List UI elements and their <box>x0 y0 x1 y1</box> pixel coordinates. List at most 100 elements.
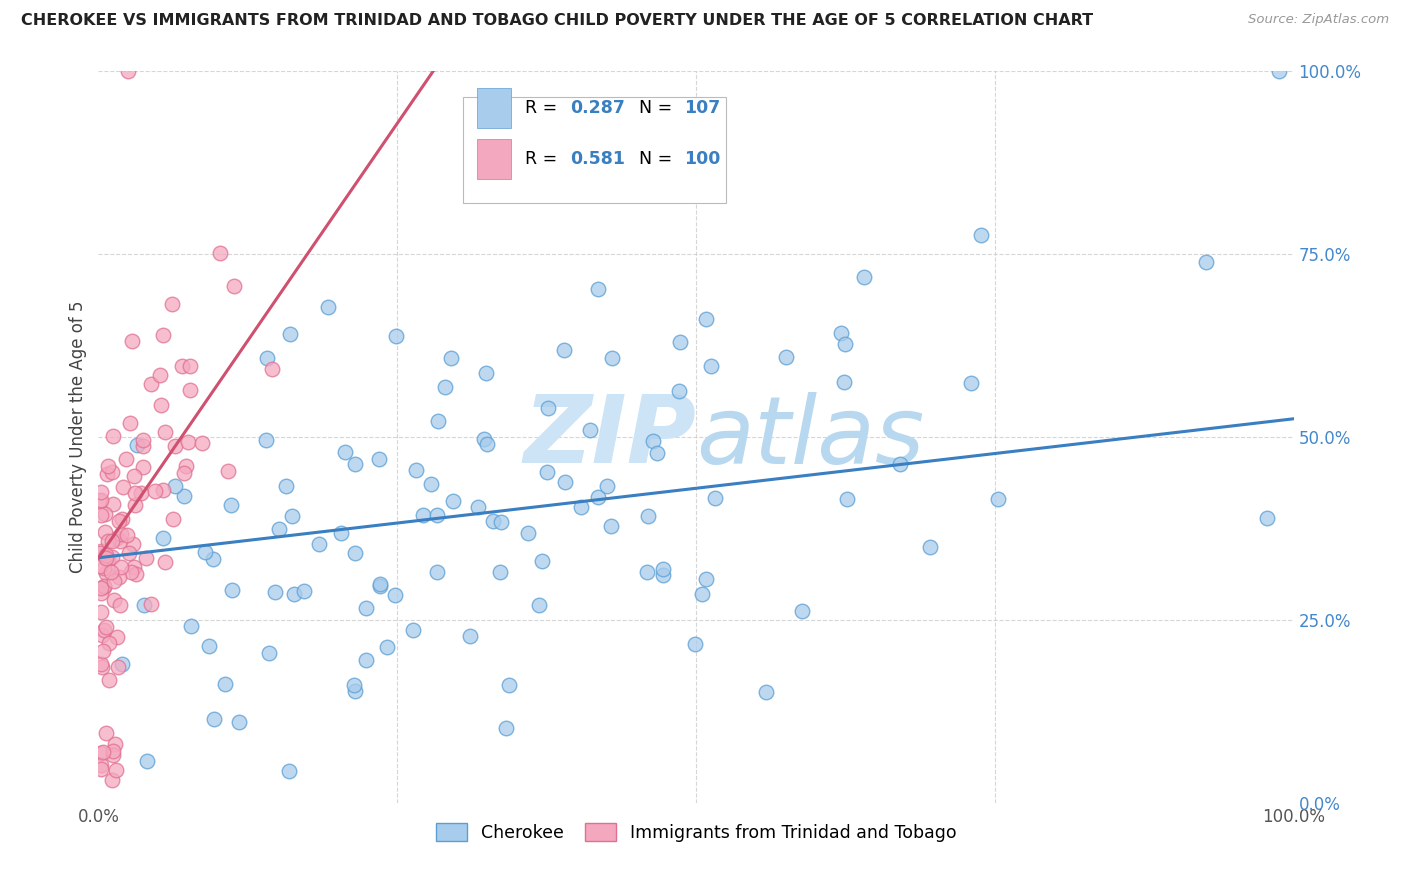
Point <box>173 466 195 480</box>
FancyBboxPatch shape <box>477 87 510 128</box>
Point <box>180 618 202 632</box>
Point <box>165 479 187 493</box>
Point <box>108 598 131 612</box>
Point <box>219 498 242 512</box>
Point <box>152 327 174 342</box>
Point <box>125 438 148 452</box>
Point <box>100 565 122 579</box>
Point <box>107 659 129 673</box>
Point <box>148 368 170 383</box>
Point <box>90 758 112 772</box>
Point <box>695 572 717 586</box>
Point <box>90 586 112 600</box>
Point <box>96 467 118 482</box>
Text: N =: N = <box>638 99 678 117</box>
Point <box>89 657 111 672</box>
Point <box>527 599 550 613</box>
Point <box>792 604 814 618</box>
Point <box>412 508 434 523</box>
Point <box>108 570 131 584</box>
Point <box>194 545 217 559</box>
Point <box>344 546 367 560</box>
Text: 107: 107 <box>685 99 720 117</box>
Point <box>536 465 558 479</box>
Point <box>475 366 498 380</box>
Point <box>174 458 197 473</box>
Text: ZIP: ZIP <box>523 391 696 483</box>
FancyBboxPatch shape <box>477 139 510 179</box>
Point <box>93 624 115 638</box>
Point <box>91 745 114 759</box>
Point <box>402 624 425 638</box>
Point <box>173 489 195 503</box>
Point <box>262 362 284 376</box>
Point <box>316 300 339 314</box>
Point <box>90 582 112 596</box>
Point <box>685 636 707 650</box>
Point <box>110 527 132 541</box>
Point <box>254 433 277 447</box>
Point <box>98 636 121 650</box>
Point <box>367 452 389 467</box>
Point <box>89 559 111 574</box>
Point <box>111 511 134 525</box>
Point <box>853 269 876 284</box>
Point <box>124 486 146 500</box>
Point <box>281 509 304 524</box>
Point <box>426 566 449 580</box>
Point <box>700 359 723 373</box>
Point <box>775 350 797 364</box>
Point <box>343 457 366 471</box>
Point <box>89 493 111 508</box>
Point <box>136 754 159 768</box>
Point <box>120 566 142 580</box>
Point <box>153 425 176 440</box>
Point <box>482 514 505 528</box>
Text: CHEROKEE VS IMMIGRANTS FROM TRINIDAD AND TOBAGO CHILD POVERTY UNDER THE AGE OF 5: CHEROKEE VS IMMIGRANTS FROM TRINIDAD AND… <box>21 13 1094 29</box>
Point <box>150 398 173 412</box>
Point <box>405 463 427 477</box>
Point <box>384 588 406 602</box>
Point <box>93 580 115 594</box>
Text: N =: N = <box>638 150 678 168</box>
FancyBboxPatch shape <box>463 97 725 203</box>
Point <box>118 546 141 560</box>
Point <box>537 401 560 415</box>
Point <box>94 524 117 539</box>
Point <box>101 534 124 549</box>
Point <box>179 359 201 374</box>
Point <box>94 566 117 581</box>
Point <box>596 479 619 493</box>
Point <box>368 579 391 593</box>
Text: 100: 100 <box>685 150 720 168</box>
Point <box>283 587 305 601</box>
Point <box>959 376 981 391</box>
Point <box>112 480 135 494</box>
Point <box>647 446 669 460</box>
Text: 0.581: 0.581 <box>571 150 626 168</box>
Point <box>103 593 125 607</box>
Point <box>103 737 125 751</box>
Point <box>163 439 186 453</box>
Point <box>96 726 118 740</box>
Point <box>588 490 610 504</box>
Point <box>132 433 155 447</box>
Point <box>354 600 377 615</box>
Point <box>292 583 315 598</box>
Point <box>333 444 356 458</box>
Point <box>115 528 138 542</box>
Point <box>202 712 225 726</box>
Point <box>90 543 112 558</box>
Point <box>344 684 367 698</box>
Point <box>97 534 120 549</box>
Point <box>695 311 717 326</box>
Point <box>96 620 118 634</box>
Point <box>132 598 155 612</box>
Point <box>579 423 602 437</box>
Point <box>426 508 449 522</box>
Point <box>651 562 673 576</box>
Point <box>269 522 291 536</box>
Point <box>554 475 576 489</box>
Point <box>835 491 858 506</box>
Text: R =: R = <box>524 99 562 117</box>
